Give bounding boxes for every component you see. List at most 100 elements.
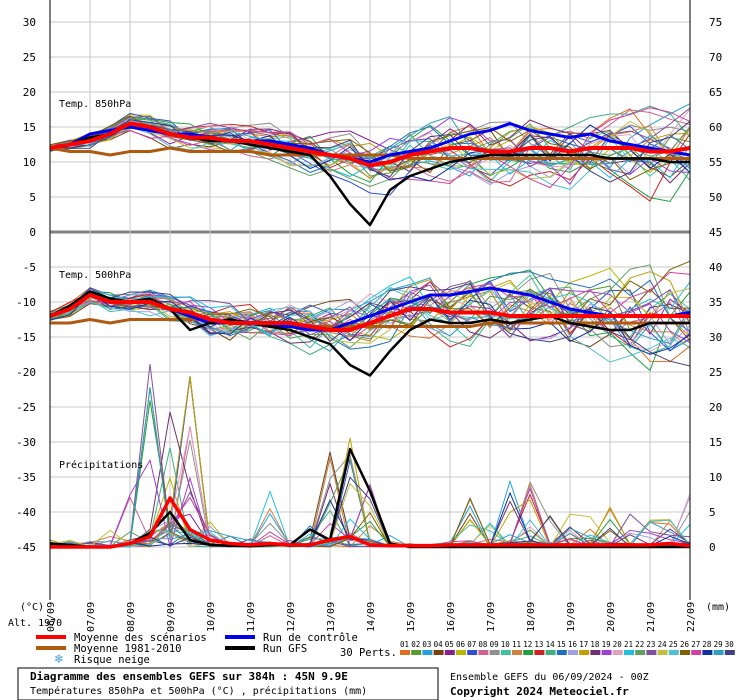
pert-color-swatch	[467, 650, 478, 655]
title-box	[17, 667, 439, 700]
right-axis-unit: (mm)	[706, 602, 730, 613]
pert-color-swatch	[400, 650, 410, 655]
pert-number-label: 20	[613, 640, 623, 649]
pert-number-label: 18	[590, 640, 600, 649]
left-tick-label: -40	[16, 506, 36, 519]
right-tick-label: 75	[709, 16, 722, 29]
pert-color-swatch	[523, 650, 534, 655]
perturbation-t850-line	[49, 119, 691, 183]
perturbation-precip-line	[49, 518, 691, 548]
pert-color-swatch	[579, 650, 590, 655]
left-tick-label: 25	[23, 51, 36, 64]
right-tick-label: 0	[709, 541, 716, 554]
left-tick-label: -35	[16, 471, 36, 484]
pert-number-label: 25	[669, 640, 678, 649]
pert-color-swatch	[702, 650, 713, 655]
perturbation-t500-line	[49, 286, 691, 363]
right-tick-label: 45	[709, 226, 722, 239]
left-axis-unit: (°C)	[20, 602, 44, 613]
x-tick-label: 09/09	[166, 602, 177, 632]
left-tick-label: 10	[23, 156, 36, 169]
right-tick-label: 65	[709, 86, 722, 99]
x-tick-label: 15/09	[406, 602, 417, 632]
pert-number-label: 30	[725, 640, 735, 649]
pert-number-label: 06	[456, 640, 466, 649]
pert-number-label: 26	[680, 640, 690, 649]
pert-color-swatch	[545, 650, 556, 655]
pert-color-keys: 01 02 03 04 05 06 07 08 09 10 11 12 13 14 15 16 17 18 19 20…	[400, 640, 735, 655]
pert-number-label: 23	[646, 640, 655, 649]
legend-perts-label: 30 Perts.	[340, 647, 397, 659]
right-tick-label: 35	[709, 296, 722, 309]
pert-number-label: 13	[534, 640, 543, 649]
pert-color-swatch	[489, 650, 500, 655]
x-tick-label: 13/09	[326, 602, 337, 632]
precip-mean-line	[50, 496, 691, 549]
pert-number-label: 16	[568, 640, 578, 649]
copyright: Copyright 2024 Meteociel.fr	[450, 685, 629, 698]
perturbation-precip-line	[49, 482, 691, 548]
t850-control-line	[49, 122, 691, 164]
perturbation-t500-line	[49, 276, 691, 337]
perturbation-t500-line	[49, 264, 691, 349]
pert-number-label: 01	[400, 640, 409, 649]
pert-number-label: 15	[557, 640, 566, 649]
pert-number-label: 24	[658, 640, 668, 649]
x-tick-label: 18/09	[526, 602, 537, 632]
t500-climo-line	[50, 318, 690, 328]
left-tick-label: 5	[29, 191, 36, 204]
legend-mean-label: Moyenne des scénarios	[74, 632, 207, 644]
right-tick-label: 15	[709, 436, 722, 449]
pert-number-label: 17	[579, 640, 588, 649]
t850-panel-label: Temp. 850hPa	[59, 99, 131, 110]
right-tick-label: 20	[709, 401, 722, 414]
x-tick-label: 10/09	[206, 602, 217, 632]
pert-number-label: 09	[490, 640, 499, 649]
chart-title: Diagramme des ensembles GEFS sur 384h : …	[30, 670, 348, 683]
pert-number-label: 10	[501, 640, 511, 649]
x-tick-label: 14/09	[366, 602, 377, 632]
x-tick-label: 20/09	[606, 602, 617, 632]
perturbation-t500-line	[49, 285, 691, 352]
pert-color-swatch	[422, 650, 433, 655]
right-tick-label: 10	[709, 471, 722, 484]
legend-snow-label: Risque neige	[74, 654, 150, 666]
left-tick-label: -30	[16, 436, 36, 449]
pert-color-swatch	[478, 650, 489, 655]
x-tick-label: 21/09	[646, 602, 657, 632]
pert-color-swatch	[512, 650, 522, 655]
pert-number-label: 12	[523, 640, 532, 649]
pert-color-swatch	[500, 650, 511, 655]
x-tick-label: 22/09	[686, 602, 697, 632]
altitude-label: Alt. 1970	[8, 618, 62, 629]
right-tick-label: 25	[709, 366, 722, 379]
pert-color-swatch	[411, 650, 422, 655]
right-tick-label: 40	[709, 261, 722, 274]
legend-gfs-label: Run GFS	[263, 643, 307, 655]
pert-color-swatch	[680, 650, 690, 655]
pert-color-swatch	[601, 650, 612, 655]
pert-color-swatch	[556, 650, 567, 655]
pert-number-label: 05	[445, 640, 454, 649]
pert-number-label: 07	[467, 640, 476, 649]
x-tick-label: 19/09	[566, 602, 577, 632]
pert-color-swatch	[657, 650, 668, 655]
t500-mean-line	[49, 293, 690, 332]
x-tick-label: 16/09	[446, 602, 457, 632]
pert-number-label: 28	[702, 640, 712, 649]
pert-color-swatch	[612, 650, 623, 655]
pert-number-label: 11	[512, 640, 521, 649]
precip-panel-label: Précipitations	[59, 459, 143, 471]
left-tick-label: -25	[16, 401, 36, 414]
t850-mean-line	[49, 121, 691, 168]
pert-color-swatch	[624, 650, 634, 655]
left-tick-label: -15	[16, 331, 36, 344]
right-tick-label: 60	[709, 121, 722, 134]
pert-color-swatch	[646, 650, 657, 655]
legend-climo-label: Moyenne 1981-2010	[74, 643, 181, 655]
legend-control-label: Run de contrôle	[263, 632, 358, 644]
pert-color-swatch	[713, 650, 724, 655]
right-tick-label: 5	[709, 506, 716, 519]
